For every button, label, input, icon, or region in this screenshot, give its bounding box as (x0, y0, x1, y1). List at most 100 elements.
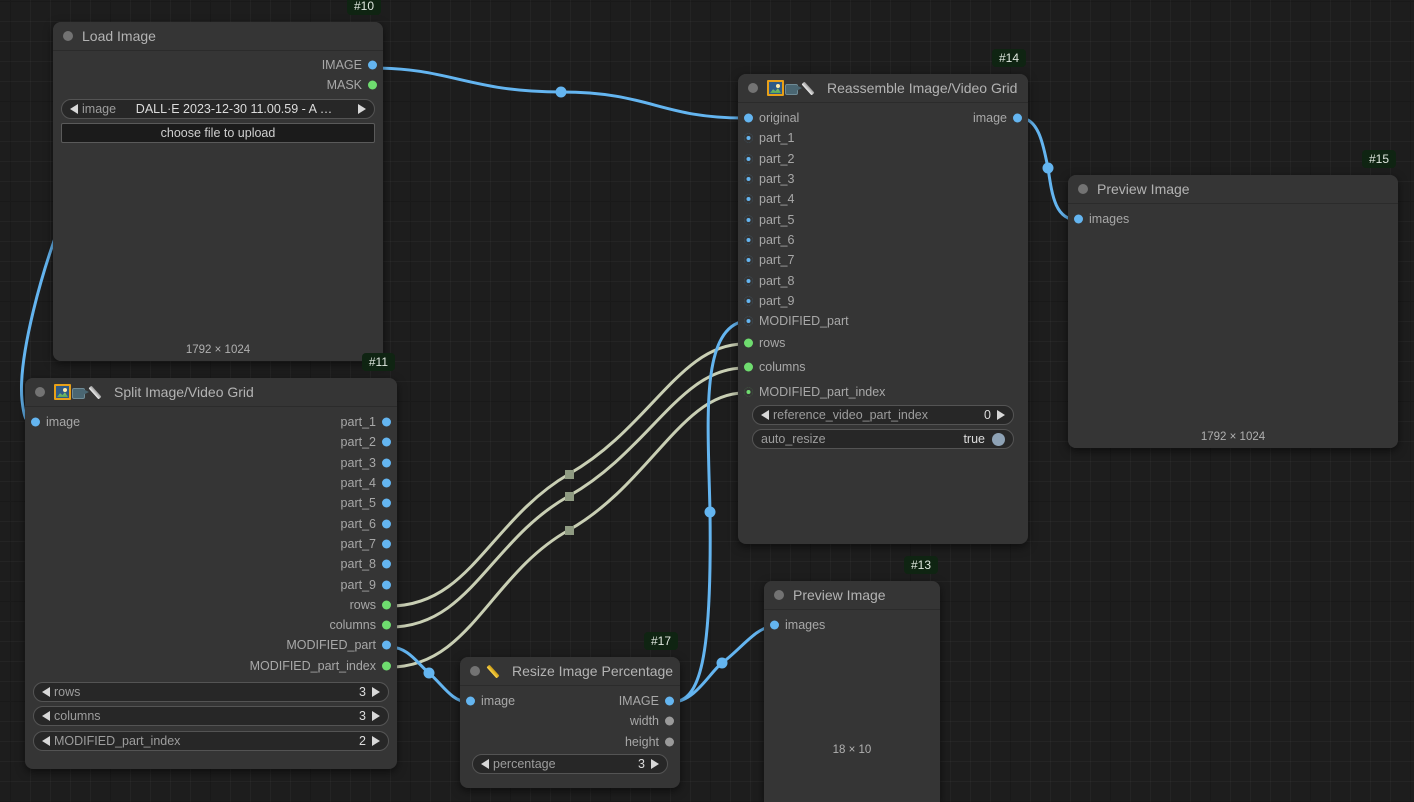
port-dot-int[interactable] (382, 620, 391, 630)
node-reassemble-grid[interactable]: #14 Reassemble Image/Video Grid image or… (738, 49, 1028, 544)
port-dot-image[interactable] (1013, 113, 1022, 123)
image-thumbnail[interactable] (1068, 238, 1398, 428)
port-dot-image-optional[interactable] (744, 276, 753, 286)
percentage-widget[interactable]: percentage 3 (472, 753, 668, 774)
rows-widget[interactable]: rows 3 (33, 681, 389, 702)
input-port-part-7[interactable]: part_7 (738, 250, 1028, 270)
output-port-image[interactable]: IMAGE (53, 55, 383, 75)
port-dot-image[interactable] (382, 539, 391, 549)
output-port-part-8[interactable]: part_8 (25, 554, 397, 574)
port-dot-int[interactable] (744, 338, 753, 348)
port-dot-image[interactable] (744, 113, 753, 123)
next-arrow-icon[interactable] (372, 711, 380, 722)
node-split-grid[interactable]: #11 Split Image/Video Grid image part_1 … (25, 353, 397, 769)
port-dot-image[interactable] (382, 519, 391, 529)
input-port-part-3[interactable]: part_3 (738, 169, 1028, 189)
port-dot-int[interactable] (382, 600, 391, 610)
port-dot-image[interactable] (382, 437, 391, 447)
output-port-image[interactable]: IMAGE (460, 691, 680, 711)
prev-arrow-icon[interactable] (42, 735, 50, 746)
port-dot-image[interactable] (382, 498, 391, 508)
node-title-bar[interactable]: Split Image/Video Grid (25, 378, 397, 407)
output-port-part-2[interactable]: part_2 (25, 432, 397, 452)
node-preview-image-bottom[interactable]: #13 Preview Image images 18 × 10 (764, 556, 940, 802)
collapse-dot-icon[interactable] (748, 83, 758, 93)
port-dot-image[interactable] (1074, 214, 1083, 224)
port-dot-mask[interactable] (368, 80, 377, 90)
output-port-mask[interactable]: MASK (53, 75, 383, 95)
image-thumbnail[interactable] (839, 726, 865, 740)
input-port-part-9[interactable]: part_9 (738, 291, 1028, 311)
port-dot-image-optional[interactable] (744, 154, 753, 164)
output-port-width[interactable]: width (460, 711, 680, 731)
port-dot-image[interactable] (382, 417, 391, 427)
port-dot-image[interactable] (31, 417, 40, 427)
collapse-dot-icon[interactable] (1078, 184, 1088, 194)
tiny-image-preview[interactable]: 18 × 10 (764, 726, 940, 760)
prev-arrow-icon[interactable] (761, 409, 769, 420)
output-port-part-7[interactable]: part_7 (25, 534, 397, 554)
input-port-part-8[interactable]: part_8 (738, 270, 1028, 290)
port-dot-image-optional[interactable] (744, 194, 753, 204)
collapse-dot-icon[interactable] (774, 590, 784, 600)
node-resize-percentage[interactable]: #17 Resize Image Percentage image IMAGE … (460, 632, 680, 788)
output-port-rows[interactable]: rows (25, 595, 397, 615)
port-dot-int[interactable] (382, 661, 391, 671)
collapse-dot-icon[interactable] (35, 387, 45, 397)
output-port-part-3[interactable]: part_3 (25, 453, 397, 473)
input-port-columns[interactable]: columns (738, 355, 1028, 380)
output-port-modified-part-index[interactable]: MODIFIED_part_index (25, 656, 397, 676)
port-dot-image[interactable] (382, 458, 391, 468)
prev-arrow-icon[interactable] (70, 103, 78, 114)
input-port-image[interactable]: image (25, 412, 397, 432)
input-port-part-1[interactable]: part_1 (738, 128, 1028, 148)
port-dot-image[interactable] (382, 559, 391, 569)
choose-file-button[interactable]: choose file to upload (61, 123, 375, 144)
input-port-image[interactable]: image (460, 691, 680, 711)
port-dot-int[interactable] (665, 716, 674, 726)
next-arrow-icon[interactable] (651, 758, 659, 769)
port-dot-image-optional[interactable] (744, 174, 753, 184)
next-arrow-icon[interactable] (997, 409, 1005, 420)
port-dot-image-optional[interactable] (744, 235, 753, 245)
input-port-part-6[interactable]: part_6 (738, 230, 1028, 250)
columns-widget[interactable]: columns 3 (33, 706, 389, 727)
output-port-image[interactable]: image (738, 108, 1028, 128)
next-arrow-icon[interactable] (357, 103, 366, 114)
prev-arrow-icon[interactable] (42, 711, 50, 722)
node-preview-image-top[interactable]: #15 Preview Image images 1792 × 1024 (1068, 150, 1398, 449)
port-dot-image-optional[interactable] (744, 215, 753, 225)
next-arrow-icon[interactable] (372, 735, 380, 746)
input-port-part-4[interactable]: part_4 (738, 189, 1028, 209)
collapse-dot-icon[interactable] (470, 666, 480, 676)
input-port-part-2[interactable]: part_2 (738, 149, 1028, 169)
prev-arrow-icon[interactable] (42, 686, 50, 697)
collapse-dot-icon[interactable] (63, 31, 73, 41)
input-port-rows[interactable]: rows (738, 332, 1028, 355)
input-port-modified-part-index[interactable]: MODIFIED_part_index (738, 380, 1028, 405)
input-port-images[interactable]: images (1068, 209, 1398, 229)
port-dot-image-optional[interactable] (744, 316, 753, 326)
output-port-part-5[interactable]: part_5 (25, 493, 397, 513)
node-title-bar[interactable]: Resize Image Percentage (460, 657, 680, 686)
port-dot-image[interactable] (770, 620, 779, 630)
port-dot-image[interactable] (382, 478, 391, 488)
port-dot-int-optional[interactable] (744, 387, 753, 397)
output-port-modified-part[interactable]: MODIFIED_part (25, 635, 397, 655)
output-port-part-6[interactable]: part_6 (25, 513, 397, 533)
image-preview[interactable]: 1792 × 1024 (1068, 238, 1398, 449)
port-dot-image[interactable] (665, 696, 674, 706)
node-title-bar[interactable]: Preview Image (1068, 175, 1398, 204)
output-port-part-1[interactable]: part_1 (25, 412, 397, 432)
port-dot-int[interactable] (665, 737, 674, 747)
node-title-bar[interactable]: Reassemble Image/Video Grid (738, 74, 1028, 103)
reference-video-part-index-widget[interactable]: reference_video_part_index 0 (752, 404, 1014, 425)
port-dot-image-optional[interactable] (744, 133, 753, 143)
output-port-part-9[interactable]: part_9 (25, 574, 397, 594)
input-port-part-5[interactable]: part_5 (738, 209, 1028, 229)
port-dot-image-optional[interactable] (744, 255, 753, 265)
next-arrow-icon[interactable] (372, 686, 380, 697)
port-dot-image[interactable] (382, 580, 391, 590)
port-dot-image[interactable] (382, 640, 391, 650)
